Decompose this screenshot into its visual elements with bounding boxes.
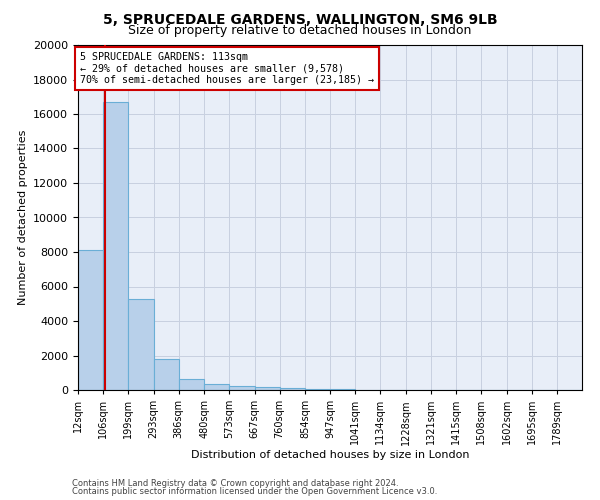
X-axis label: Distribution of detached houses by size in London: Distribution of detached houses by size … (191, 450, 469, 460)
Text: Contains HM Land Registry data © Crown copyright and database right 2024.: Contains HM Land Registry data © Crown c… (72, 478, 398, 488)
Text: Size of property relative to detached houses in London: Size of property relative to detached ho… (128, 24, 472, 37)
Bar (128, 298, 154, 390)
Text: 5, SPRUCEDALE GARDENS, WALLINGTON, SM6 9LB: 5, SPRUCEDALE GARDENS, WALLINGTON, SM6 9… (103, 12, 497, 26)
Bar (204, 384, 229, 390)
Text: 5 SPRUCEDALE GARDENS: 113sqm
← 29% of detached houses are smaller (9,578)
70% of: 5 SPRUCEDALE GARDENS: 113sqm ← 29% of de… (80, 52, 374, 85)
Bar (254, 388, 280, 390)
Bar (154, 359, 179, 390)
Bar (179, 379, 204, 390)
Text: Contains public sector information licensed under the Open Government Licence v3: Contains public sector information licen… (72, 487, 437, 496)
Bar (78, 250, 103, 390)
Bar (305, 389, 330, 390)
Bar (280, 388, 305, 390)
Y-axis label: Number of detached properties: Number of detached properties (17, 130, 28, 305)
Bar (229, 386, 254, 390)
Bar (103, 102, 128, 390)
